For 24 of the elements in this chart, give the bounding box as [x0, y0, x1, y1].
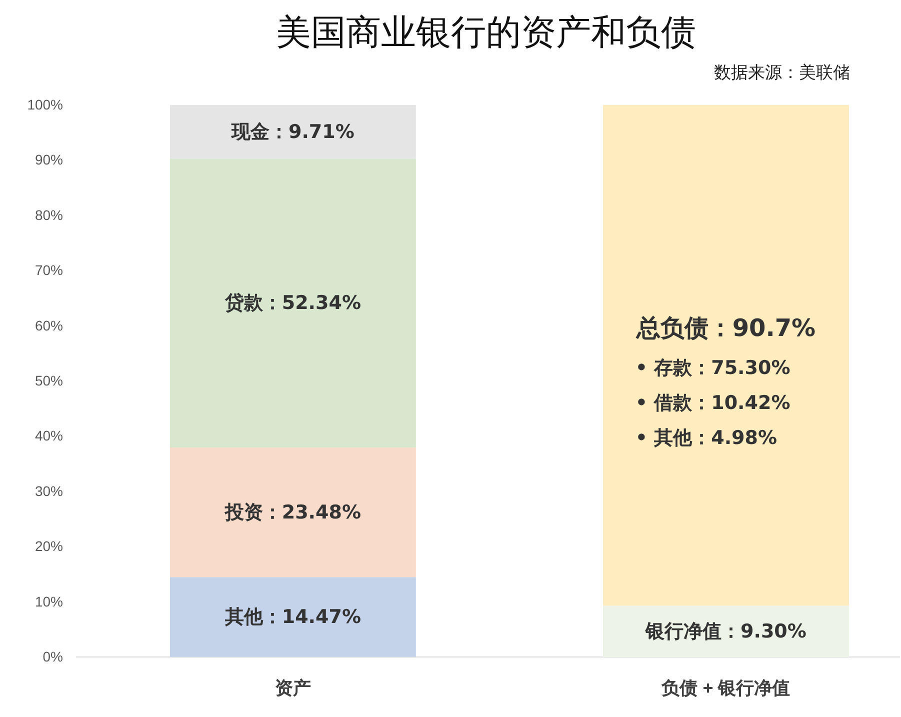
data-label: 银行净值：9.30% — [644, 620, 806, 642]
y-tick-label: 20% — [34, 538, 63, 554]
y-tick-label: 40% — [34, 428, 63, 444]
y-tick-label: 10% — [34, 593, 63, 610]
y-tick-label: 0% — [42, 648, 63, 664]
y-tick-label: 80% — [34, 206, 63, 223]
annotation: • 存款：75.30% — [635, 356, 790, 379]
data-label: 投资：23.48% — [224, 501, 362, 524]
y-tick-label: 30% — [34, 482, 63, 499]
data-label: 贷款：52.34% — [224, 292, 362, 314]
x-tick-label: 负债 + 银行净值 — [660, 678, 790, 698]
data-label: 总负债：90.7% — [635, 314, 816, 342]
x-tick-label: 资产 — [274, 678, 311, 698]
y-tick-label: 60% — [34, 317, 63, 334]
source-note: 数据来源：美联储 — [714, 63, 850, 83]
chart-title: 美国商业银行的资产和负债 — [276, 13, 696, 53]
annotation: • 其他：4.98% — [635, 426, 778, 449]
y-tick-label: 100% — [27, 96, 63, 112]
y-tick-label: 90% — [34, 152, 63, 168]
y-tick-label: 50% — [34, 372, 63, 388]
data-label: 其他：14.47% — [224, 606, 362, 628]
data-label: 现金：9.71% — [230, 120, 354, 143]
annotation: • 借款：10.42% — [635, 392, 790, 414]
y-tick-label: 70% — [34, 262, 63, 278]
